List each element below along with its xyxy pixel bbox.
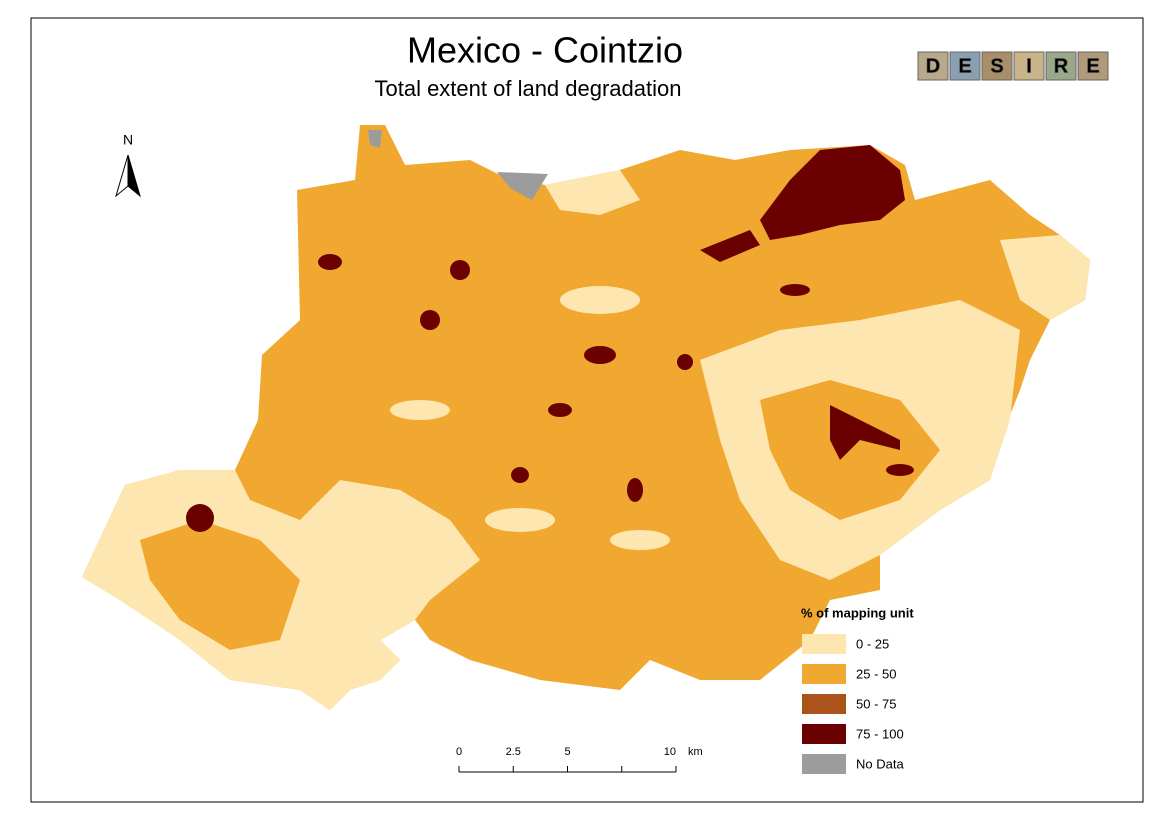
logo-letter: D (926, 55, 940, 77)
logo-tile (1013, 51, 1045, 81)
region (560, 286, 640, 314)
map-title: Mexico - Cointzio (407, 30, 683, 71)
legend-label: No Data (856, 756, 904, 771)
legend: % of mapping unit 0 - 25 25 - 50 50 - 75 75… (801, 605, 914, 774)
region (886, 464, 914, 476)
scale-label: 5 (564, 746, 570, 758)
region (780, 284, 810, 296)
scale-bar: 0 2.5 5 10 km (456, 746, 703, 773)
region (140, 520, 300, 650)
scale-unit: km (688, 746, 703, 758)
region (610, 530, 670, 550)
legend-label: 50 - 75 (856, 696, 896, 711)
region (485, 508, 555, 532)
region (511, 467, 529, 483)
legend-swatch (802, 664, 846, 684)
region (497, 172, 548, 200)
logo-tile (1045, 51, 1077, 81)
region (1000, 235, 1090, 320)
logo-letter: I (1026, 55, 1032, 77)
logo-tile (981, 51, 1013, 81)
region (450, 260, 470, 280)
legend-swatch (802, 694, 846, 714)
region (390, 400, 450, 420)
region (548, 403, 572, 417)
legend-swatch (802, 754, 846, 774)
logo-tile (917, 51, 949, 81)
north-arrow: N (115, 132, 141, 198)
region (760, 145, 905, 240)
legend-swatch (802, 724, 846, 744)
logo-letter: R (1054, 55, 1069, 77)
north-label: N (123, 132, 133, 148)
region (186, 504, 214, 532)
region (335, 520, 385, 600)
scale-label: 10 (664, 746, 676, 758)
logo-tile (1077, 51, 1109, 81)
logo-tile (949, 51, 981, 81)
legend-label: 0 - 25 (856, 636, 889, 651)
region (627, 478, 643, 502)
legend-swatch (802, 634, 846, 654)
legend-label: 75 - 100 (856, 726, 904, 741)
logo-letter: E (958, 55, 971, 77)
region (677, 354, 693, 370)
logo-letter: E (1086, 55, 1099, 77)
region (700, 230, 760, 262)
region (584, 346, 616, 364)
legend-title: % of mapping unit (801, 605, 914, 620)
scale-label: 2.5 (506, 746, 521, 758)
region (545, 170, 640, 215)
map-area (82, 125, 1090, 710)
map-subtitle: Total extent of land degradation (374, 76, 681, 101)
region (368, 130, 382, 148)
logo-letter: S (990, 55, 1003, 77)
region (830, 405, 900, 460)
region (318, 254, 342, 270)
scale-label: 0 (456, 746, 462, 758)
region (420, 310, 440, 330)
legend-label: 25 - 50 (856, 666, 896, 681)
